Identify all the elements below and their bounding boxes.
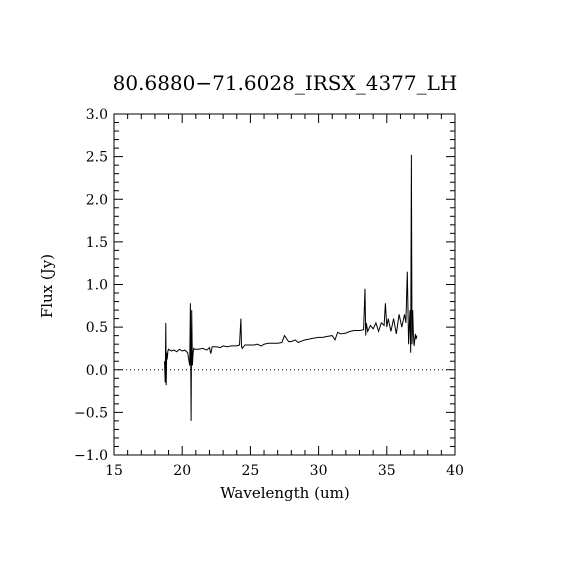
- y-tick-label: −1.0: [74, 448, 108, 464]
- axis-tick-labels: 15 20 25 30 35 40 −1.0 −0.5 0.0 0.5 1.0 1.5 2.0 2.5 3.…: [74, 107, 464, 479]
- axis-ticks: [113, 113, 456, 456]
- y-tick-label: 0.5: [86, 320, 108, 336]
- x-axis-label: Wavelength (um): [220, 484, 349, 502]
- y-tick-label: 2.0: [86, 192, 108, 208]
- x-tick-label: 35: [378, 463, 396, 479]
- y-tick-label: 1.0: [86, 278, 108, 294]
- x-tick-label: 15: [105, 463, 123, 479]
- x-tick-label: 40: [446, 463, 464, 479]
- chart-title: 80.6880−71.6028_IRSX_4377_LH: [113, 71, 458, 95]
- y-axis-label: Flux (Jy): [38, 254, 56, 318]
- x-tick-label: 30: [310, 463, 328, 479]
- plot-frame: [113, 113, 456, 456]
- y-tick-label: 1.5: [86, 235, 108, 251]
- x-tick-label: 20: [173, 463, 191, 479]
- x-tick-label: 25: [241, 463, 259, 479]
- y-tick-label: 0.0: [86, 363, 108, 379]
- series-line: [164, 154, 418, 421]
- y-tick-label: −0.5: [74, 405, 108, 421]
- y-tick-label: 3.0: [86, 107, 108, 123]
- y-tick-label: 2.5: [86, 150, 108, 166]
